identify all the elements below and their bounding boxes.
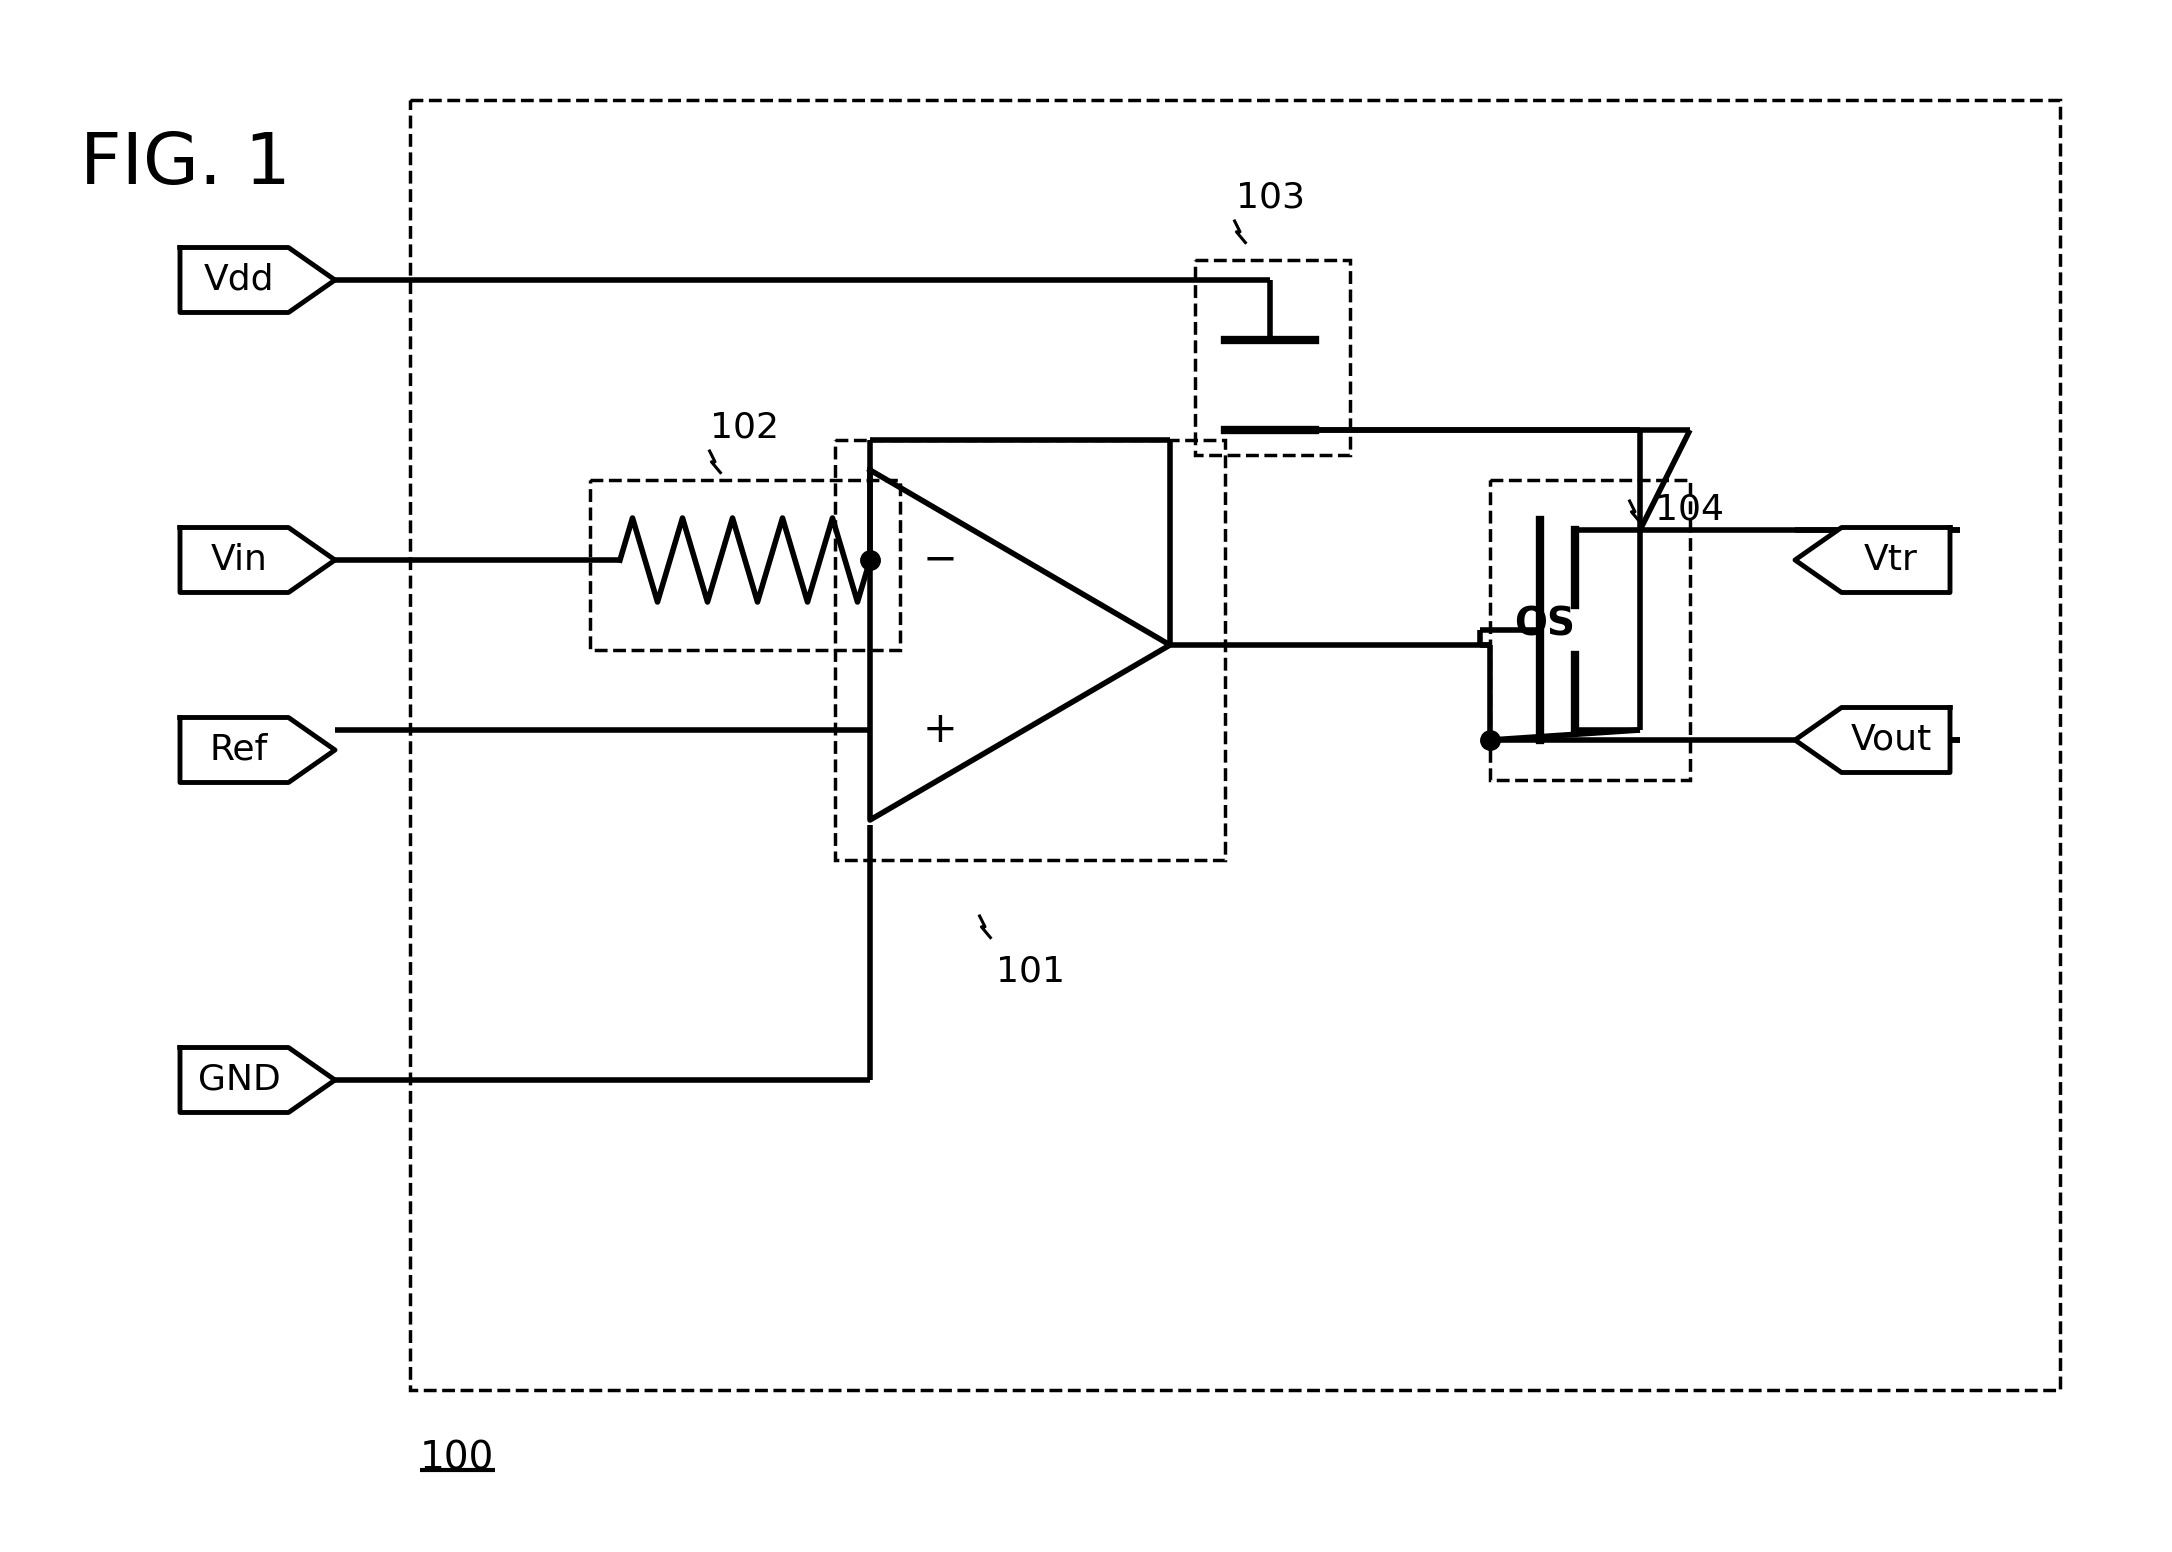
Bar (411, 99, 2059, 1391)
Text: FIG. 1: FIG. 1 (80, 130, 291, 199)
Text: Vtr: Vtr (1864, 543, 1918, 577)
Text: Ref: Ref (211, 733, 267, 767)
Text: OS: OS (1514, 605, 1575, 644)
Text: Vdd: Vdd (204, 262, 274, 296)
Polygon shape (1794, 528, 1950, 593)
Bar (1195, 261, 1351, 455)
Text: GND: GND (198, 1063, 280, 1097)
Polygon shape (180, 247, 334, 312)
Polygon shape (180, 528, 334, 593)
Text: 103: 103 (1236, 182, 1305, 216)
Bar (1490, 480, 1690, 781)
Text: Vin: Vin (211, 543, 267, 577)
Text: Vout: Vout (1851, 723, 1931, 757)
Bar (591, 480, 899, 650)
Text: 100: 100 (419, 1440, 495, 1478)
Polygon shape (1794, 708, 1950, 773)
Polygon shape (180, 717, 334, 782)
Text: 101: 101 (995, 954, 1064, 989)
Text: +: + (923, 709, 958, 751)
Bar (834, 441, 1225, 860)
Text: 102: 102 (710, 411, 780, 445)
Text: −: − (923, 539, 958, 580)
Polygon shape (180, 1048, 334, 1113)
Text: 104: 104 (1655, 492, 1725, 526)
